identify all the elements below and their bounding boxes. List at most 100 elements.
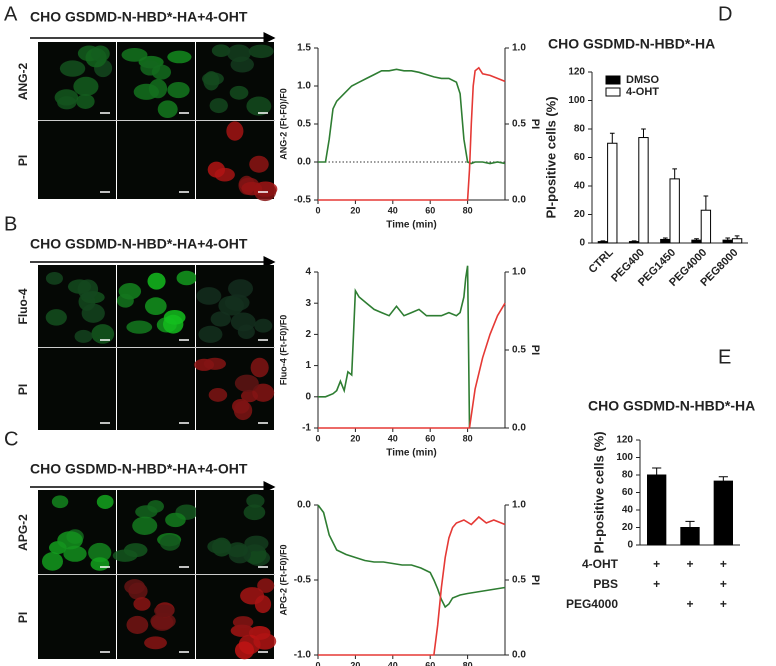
- series-line: [318, 68, 506, 165]
- cell: [90, 557, 110, 571]
- bar: [647, 474, 667, 546]
- y2-tick-label: 0.5: [512, 119, 526, 130]
- y2-tick-label: 1.0: [512, 267, 526, 278]
- x-tick-label: 0: [315, 433, 320, 443]
- cell: [154, 604, 175, 618]
- cell: [234, 374, 259, 392]
- condition-mark: +: [653, 577, 660, 591]
- y-axis-label: ANG-2 (Ft-F0)/F0: [278, 88, 288, 160]
- y2-tick-label: 1.0: [512, 500, 526, 511]
- x-tick-label: 20: [350, 660, 360, 666]
- row-label: PI: [16, 384, 30, 395]
- cell: [124, 579, 145, 595]
- series-line: [318, 66, 506, 201]
- panel-letter: B: [4, 213, 17, 235]
- micrograph: [38, 121, 116, 199]
- panel-title: CHO GSDMD-N-HBD*-HA+4-OHT: [30, 461, 248, 477]
- y-tick-label: 4: [305, 267, 311, 278]
- y-tick-label: 60: [574, 152, 586, 163]
- y-tick-label: 120: [616, 435, 633, 446]
- cell: [76, 93, 95, 109]
- cell: [126, 615, 149, 634]
- panel-letter: C: [4, 428, 18, 450]
- y-tick-label: 3: [305, 298, 311, 309]
- y-axis-label: PI-positive cells (%): [543, 96, 558, 218]
- cell: [203, 71, 220, 91]
- y-tick-label: 120: [568, 67, 585, 78]
- cell: [51, 495, 69, 509]
- cell: [229, 85, 249, 100]
- x-tick-label: 80: [463, 205, 473, 215]
- cell: [121, 48, 148, 62]
- y-tick-label: 1: [305, 360, 311, 371]
- condition-mark: +: [720, 597, 727, 611]
- x-tick-label: 20: [350, 433, 360, 443]
- legend-swatch: [605, 87, 621, 97]
- cell: [244, 535, 269, 552]
- cell: [57, 96, 77, 110]
- cell: [230, 624, 254, 637]
- error-bar: [600, 240, 606, 242]
- cell: [253, 633, 277, 650]
- x-tick-label: 40: [388, 205, 398, 215]
- cell: [165, 512, 186, 528]
- cell: [144, 636, 167, 650]
- bar: [597, 241, 609, 244]
- panel-title: CHO GSDMD-N-HBD*-HA+4-OHT: [30, 9, 248, 25]
- bar: [691, 239, 702, 244]
- y-tick-label: 80: [622, 470, 634, 481]
- y-tick-label: 0: [305, 391, 311, 402]
- bar: [660, 238, 671, 244]
- row-label: ANG-2: [16, 63, 30, 101]
- cell: [144, 297, 167, 316]
- x-tick-label: 40: [388, 433, 398, 443]
- cell: [207, 161, 226, 178]
- y2-tick-label: 0.0: [512, 423, 526, 434]
- cell: [233, 400, 253, 421]
- x-tick-label: 60: [425, 433, 435, 443]
- error-bar: [725, 237, 731, 241]
- row-label: Fluo-4: [16, 288, 30, 324]
- x-tick-label: 60: [425, 205, 435, 215]
- error-bar: [703, 195, 709, 211]
- error-bar: [685, 520, 695, 528]
- row-label: PI: [16, 612, 30, 623]
- series-line: [318, 302, 506, 429]
- bar: [713, 480, 734, 546]
- cell: [167, 50, 192, 64]
- cell: [159, 534, 181, 551]
- y-tick-label: -0.5: [294, 195, 312, 206]
- condition-label: PBS: [593, 577, 618, 591]
- y2-tick-label: 0.5: [512, 575, 526, 586]
- cell: [91, 45, 110, 62]
- cell: [196, 287, 222, 305]
- y-tick-label: 0.0: [297, 157, 311, 168]
- condition-mark: +: [686, 557, 693, 571]
- cell: [96, 494, 114, 509]
- error-bar: [734, 235, 740, 239]
- cell: [254, 318, 273, 333]
- y-tick-label: 20: [574, 209, 586, 220]
- y2-tick-label: 0.5: [512, 345, 526, 356]
- chart-title: CHO GSDMD-N-HBD*-HA: [588, 398, 755, 414]
- x-axis-label: Time (min): [386, 220, 436, 231]
- y-tick-label: -0.5: [294, 575, 312, 586]
- micrograph: [38, 348, 116, 430]
- row-label: PI: [16, 155, 30, 166]
- cell: [234, 641, 255, 660]
- cell: [237, 324, 255, 340]
- cell: [59, 60, 86, 77]
- y-tick-label: 100: [616, 452, 633, 463]
- x-tick-label: CTRL: [587, 246, 616, 275]
- y-tick-label: 100: [568, 95, 585, 106]
- cell: [198, 325, 223, 343]
- bar: [731, 238, 743, 244]
- cell: [116, 293, 134, 308]
- micrograph: [38, 575, 116, 659]
- cell: [232, 616, 254, 629]
- x-tick-label: 80: [463, 433, 473, 443]
- cell: [211, 44, 231, 57]
- bar: [722, 239, 733, 244]
- error-bar: [652, 467, 662, 475]
- error-bar: [662, 237, 668, 240]
